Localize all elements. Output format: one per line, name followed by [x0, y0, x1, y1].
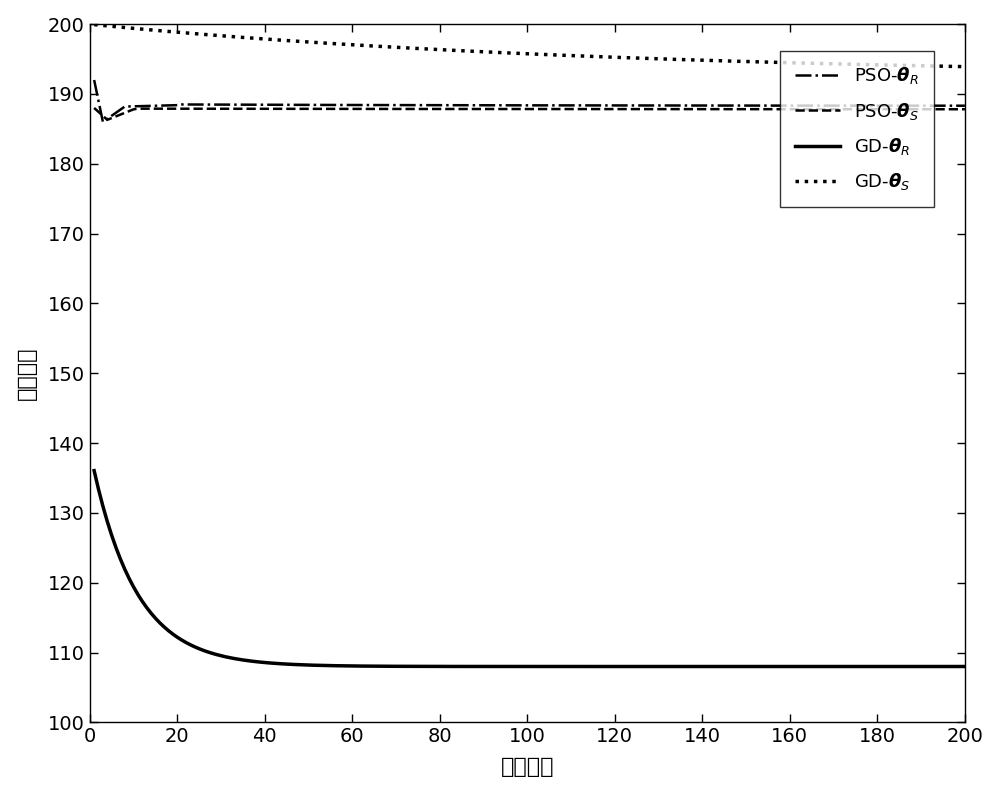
PSO-$\boldsymbol{\theta}_S$	[920, 105, 932, 114]
PSO-$\boldsymbol{\theta}_R$	[254, 100, 266, 110]
PSO-$\boldsymbol{\theta}_R$	[324, 100, 336, 110]
GD-$\boldsymbol{\theta}_R$	[250, 657, 262, 666]
Line: PSO-$\boldsymbol{\theta}_S$: PSO-$\boldsymbol{\theta}_S$	[94, 108, 965, 120]
GD-$\boldsymbol{\theta}_R$	[88, 466, 100, 476]
Legend: PSO-$\boldsymbol{\theta}_R$, PSO-$\boldsymbol{\theta}_S$, GD-$\boldsymbol{\theta: PSO-$\boldsymbol{\theta}_R$, PSO-$\bolds…	[780, 51, 934, 207]
PSO-$\boldsymbol{\theta}_R$	[128, 102, 140, 111]
GD-$\boldsymbol{\theta}_R$	[141, 603, 153, 612]
GD-$\boldsymbol{\theta}_S$	[88, 20, 100, 29]
Line: GD-$\boldsymbol{\theta}_R$: GD-$\boldsymbol{\theta}_R$	[94, 471, 965, 666]
GD-$\boldsymbol{\theta}_S$	[885, 60, 897, 70]
GD-$\boldsymbol{\theta}_S$	[320, 38, 332, 48]
GD-$\boldsymbol{\theta}_S$	[959, 62, 971, 71]
X-axis label: 迭代次数: 迭代次数	[501, 757, 554, 777]
PSO-$\boldsymbol{\theta}_S$	[101, 115, 113, 125]
GD-$\boldsymbol{\theta}_S$	[915, 61, 927, 71]
GD-$\boldsymbol{\theta}_R$	[915, 661, 927, 671]
PSO-$\boldsymbol{\theta}_S$	[959, 105, 971, 114]
GD-$\boldsymbol{\theta}_S$	[250, 33, 262, 43]
GD-$\boldsymbol{\theta}_S$	[141, 25, 153, 34]
PSO-$\boldsymbol{\theta}_S$	[324, 104, 336, 114]
PSO-$\boldsymbol{\theta}_R$	[97, 118, 109, 127]
PSO-$\boldsymbol{\theta}_S$	[254, 104, 266, 114]
PSO-$\boldsymbol{\theta}_R$	[920, 101, 932, 110]
PSO-$\boldsymbol{\theta}_R$	[145, 101, 157, 110]
PSO-$\boldsymbol{\theta}_S$	[88, 103, 100, 113]
Y-axis label: 决策阈值: 决策阈值	[17, 346, 37, 400]
GD-$\boldsymbol{\theta}_R$	[123, 574, 135, 584]
GD-$\boldsymbol{\theta}_R$	[320, 661, 332, 670]
PSO-$\boldsymbol{\theta}_R$	[88, 75, 100, 85]
PSO-$\boldsymbol{\theta}_R$	[959, 101, 971, 110]
GD-$\boldsymbol{\theta}_R$	[885, 661, 897, 671]
PSO-$\boldsymbol{\theta}_R$	[889, 101, 901, 110]
GD-$\boldsymbol{\theta}_S$	[123, 23, 135, 33]
Line: PSO-$\boldsymbol{\theta}_R$: PSO-$\boldsymbol{\theta}_R$	[94, 80, 965, 122]
GD-$\boldsymbol{\theta}_R$	[959, 661, 971, 671]
PSO-$\boldsymbol{\theta}_S$	[128, 105, 140, 114]
PSO-$\boldsymbol{\theta}_S$	[889, 105, 901, 114]
PSO-$\boldsymbol{\theta}_S$	[145, 104, 157, 114]
Line: GD-$\boldsymbol{\theta}_S$: GD-$\boldsymbol{\theta}_S$	[94, 25, 965, 67]
